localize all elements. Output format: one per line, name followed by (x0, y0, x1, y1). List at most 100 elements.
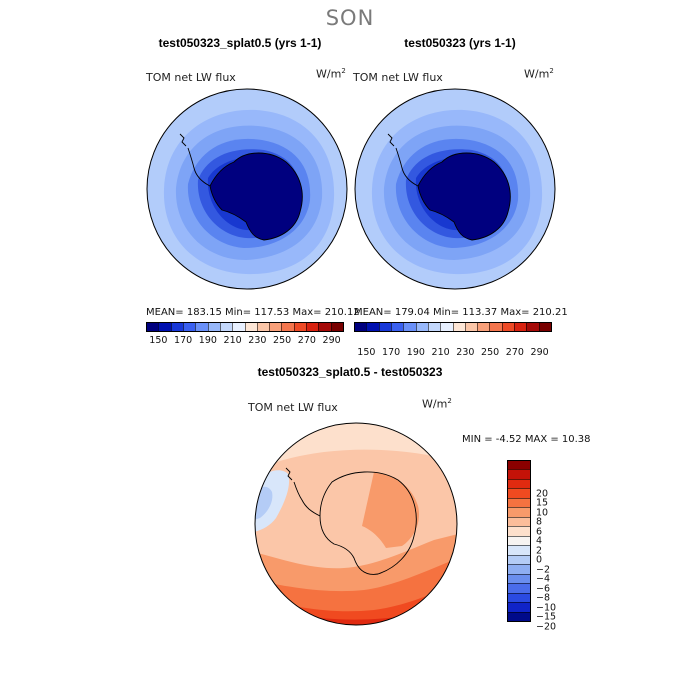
diff-stats: MIN = -4.52 MAX = 10.38 (462, 434, 591, 445)
colorbar-swatch (244, 323, 257, 331)
colorbar-tick-label: 20 (536, 488, 549, 500)
colorbar-swatch (269, 323, 282, 331)
season-title: SON (325, 6, 375, 30)
colorbar-tick-label: 0 (536, 554, 543, 566)
colorbar-swatch (508, 507, 530, 517)
colorbar-tick-label: 170 (174, 335, 193, 346)
colorbar-swatch (427, 323, 441, 331)
diff-variable-label: TOM net LW flux (248, 401, 338, 414)
colorbar-tick-label: −6 (536, 583, 551, 595)
colorbar-tick-label: −15 (536, 611, 557, 623)
colorbar-swatch (508, 461, 530, 470)
colorbar-tick-label: 250 (273, 335, 292, 346)
colorbar-swatch (508, 526, 530, 536)
colorbar-swatch (147, 323, 159, 331)
colorbar-swatch (489, 323, 502, 331)
colorbar-tick-label: −4 (536, 573, 551, 585)
colorbar-tick-label: 270 (505, 347, 524, 358)
colorbar-swatch (403, 323, 416, 331)
colorbar-swatch (508, 592, 530, 603)
panel1-units-label: W/m2 (316, 67, 346, 81)
colorbar-swatch (526, 323, 539, 331)
colorbar-swatch (415, 323, 428, 331)
diff-units-label: W/m2 (422, 397, 452, 411)
colorbar-swatch (508, 564, 530, 574)
colorbar-swatch (508, 583, 530, 593)
colorbar-swatch (464, 323, 478, 331)
colorbar-tick-label: 210 (223, 335, 242, 346)
colorbar-swatch (508, 535, 530, 546)
panel2-colorbar (354, 322, 552, 332)
panel1-title: test050323_splat0.5 (yrs 1-1) (158, 36, 322, 50)
panel1-stats: MEAN= 183.15 Min= 117.53 Max= 210.12 (146, 307, 360, 318)
colorbar-swatch (508, 488, 530, 498)
colorbar-tick-label: 230 (456, 347, 475, 358)
colorbar-swatch (219, 323, 233, 331)
colorbar-swatch (508, 602, 530, 612)
colorbar-tick-label: 250 (481, 347, 500, 358)
panel2-colorbar-ticks: 150 170 190 210 230 250 270 290 (354, 347, 552, 359)
colorbar-swatch (508, 545, 530, 555)
panel2-variable-label: TOM net LW flux (353, 71, 443, 84)
panel1-colorbar-ticks: 150 170 190 210 230 250 270 290 (146, 335, 344, 347)
colorbar-tick-label: 6 (536, 526, 543, 538)
colorbar-swatch (232, 323, 245, 331)
colorbar-tick-label: −20 (536, 621, 557, 633)
panel2-polar-map (354, 88, 556, 290)
colorbar-swatch (378, 323, 391, 331)
colorbar-tick-label: −10 (536, 602, 557, 614)
colorbar-swatch (508, 497, 530, 508)
colorbar-swatch (355, 323, 367, 331)
panel2-stats: MEAN= 179.04 Min= 113.37 Max= 210.21 (354, 307, 568, 318)
colorbar-swatch (452, 323, 465, 331)
colorbar-tick-label: 10 (536, 507, 549, 519)
colorbar-swatch (170, 323, 183, 331)
panel1-polar-map (146, 88, 348, 290)
colorbar-swatch (390, 323, 404, 331)
colorbar-swatch (440, 323, 453, 331)
colorbar-swatch (182, 323, 196, 331)
colorbar-swatch (256, 323, 270, 331)
panel2-title: test050323 (yrs 1-1) (404, 36, 516, 50)
colorbar-tick-label: 150 (149, 335, 168, 346)
diff-polar-map (254, 422, 458, 626)
colorbar-swatch (508, 554, 530, 565)
colorbar-swatch (477, 323, 490, 331)
colorbar-tick-label: 290 (322, 335, 341, 346)
panel2-units-label: W/m2 (524, 67, 554, 81)
colorbar-tick-label: 230 (248, 335, 267, 346)
colorbar-swatch (508, 573, 530, 584)
colorbar-tick-label: 2 (536, 545, 543, 557)
colorbar-tick-label: 4 (536, 535, 543, 547)
colorbar-swatch (306, 323, 319, 331)
panel1-variable-label: TOM net LW flux (146, 71, 236, 84)
colorbar-swatch (501, 323, 515, 331)
colorbar-tick-label: 190 (198, 335, 217, 346)
colorbar-tick-label: 170 (382, 347, 401, 358)
colorbar-swatch (293, 323, 307, 331)
colorbar-tick-label: 15 (536, 497, 549, 509)
panel1-colorbar (146, 322, 344, 332)
colorbar-tick-label: −8 (536, 592, 551, 604)
colorbar-swatch (538, 323, 551, 331)
colorbar-tick-label: 210 (431, 347, 450, 358)
colorbar-swatch (207, 323, 220, 331)
colorbar-swatch (508, 469, 530, 479)
diff-colorbar-labels: 20 15 10 8 6 4 2 0 −2 −4 −6 −8 −10 −15 −20 (536, 484, 576, 646)
colorbar-swatch (508, 516, 530, 527)
colorbar-tick-label: 270 (297, 335, 316, 346)
colorbar-swatch (330, 323, 343, 331)
colorbar-tick-label: 190 (406, 347, 425, 358)
colorbar-swatch (281, 323, 294, 331)
colorbar-tick-label: 290 (530, 347, 549, 358)
diff-colorbar (507, 460, 531, 622)
colorbar-tick-label: −2 (536, 564, 551, 576)
colorbar-swatch (514, 323, 527, 331)
colorbar-swatch (366, 323, 379, 331)
colorbar-tick-label: 8 (536, 516, 543, 528)
colorbar-swatch (508, 611, 530, 621)
diff-panel-title: test050323_splat0.5 - test050323 (257, 365, 443, 379)
colorbar-swatch (158, 323, 171, 331)
colorbar-swatch (318, 323, 331, 331)
colorbar-tick-label: 150 (357, 347, 376, 358)
